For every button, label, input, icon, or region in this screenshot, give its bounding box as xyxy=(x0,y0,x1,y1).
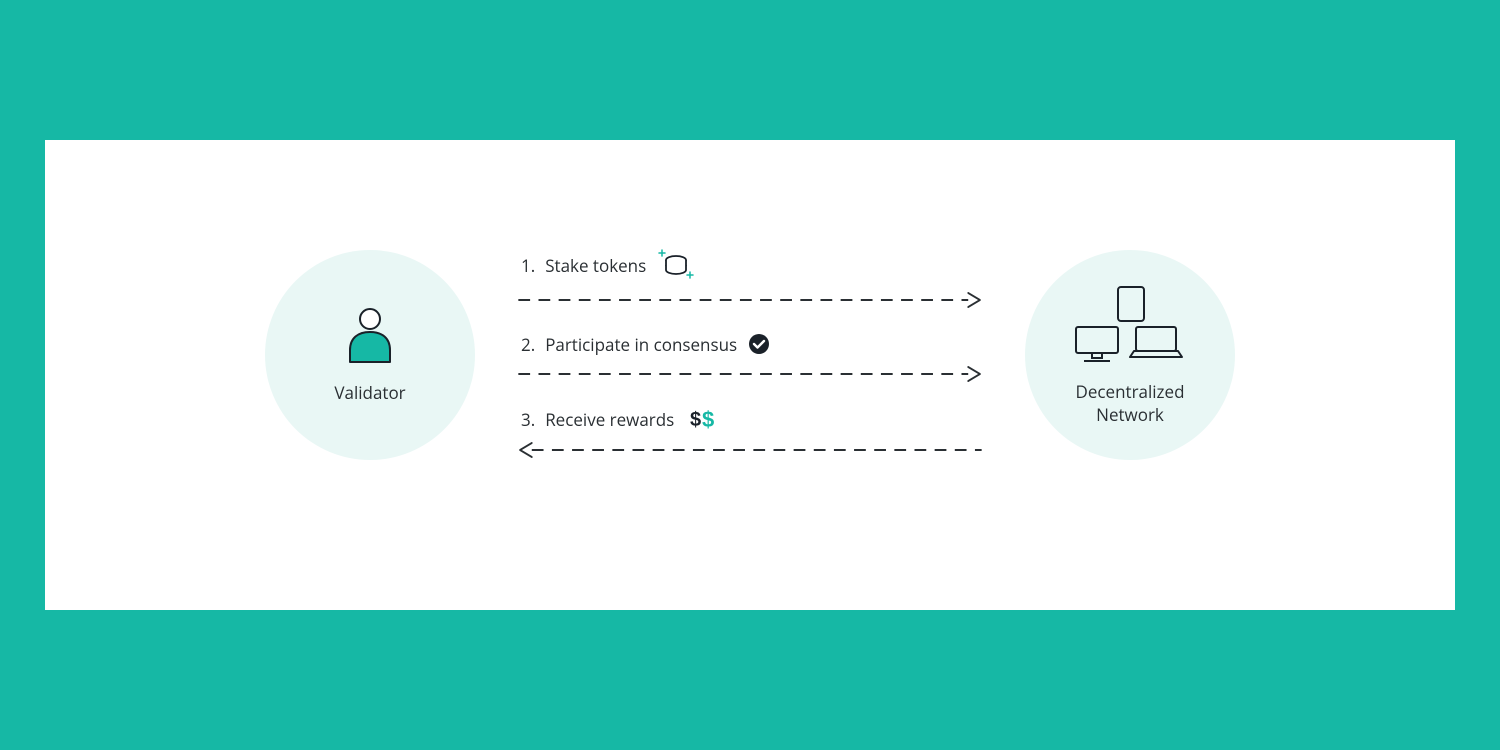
flow-1-num: 1. xyxy=(521,254,535,277)
diagram-card: Validator Decentralized Network xyxy=(45,140,1455,610)
flow-3-num: 3. xyxy=(521,408,535,431)
flow-1-label: Stake tokens xyxy=(545,254,646,277)
svg-text:$: $ xyxy=(702,407,714,432)
coins-sparkle-icon xyxy=(656,248,696,282)
flow-2-label: Participate in consensus xyxy=(545,333,737,356)
flow-row-2: 2. Participate in consensus xyxy=(515,332,985,384)
person-icon xyxy=(344,306,396,364)
network-label-line1: Decentralized xyxy=(1076,380,1185,403)
network-label: Decentralized Network xyxy=(1076,381,1185,427)
check-badge-icon xyxy=(747,332,771,356)
svg-text:$: $ xyxy=(690,409,701,431)
flow-3-label: Receive rewards xyxy=(545,408,674,431)
flow-1-arrow xyxy=(515,290,985,310)
flow-row-3: 3. Receive rewards $ $ xyxy=(515,406,985,460)
flow-2-arrow xyxy=(515,364,985,384)
flow-1-label-line: 1. Stake tokens xyxy=(515,248,985,282)
network-label-line2: Network xyxy=(1096,403,1164,426)
flow-3-arrow xyxy=(515,440,985,460)
devices-icon xyxy=(1070,283,1190,363)
flow-row-1: 1. Stake tokens xyxy=(515,248,985,310)
flow-list: 1. Stake tokens xyxy=(515,248,985,460)
flow-2-num: 2. xyxy=(521,333,535,356)
flow-2-label-line: 2. Participate in consensus xyxy=(515,332,985,356)
dollar-icon: $ $ xyxy=(684,406,718,432)
validator-node: Validator xyxy=(265,250,475,460)
flow-3-label-line: 3. Receive rewards $ $ xyxy=(515,406,985,432)
network-node: Decentralized Network xyxy=(1025,250,1235,460)
validator-label: Validator xyxy=(334,382,405,405)
